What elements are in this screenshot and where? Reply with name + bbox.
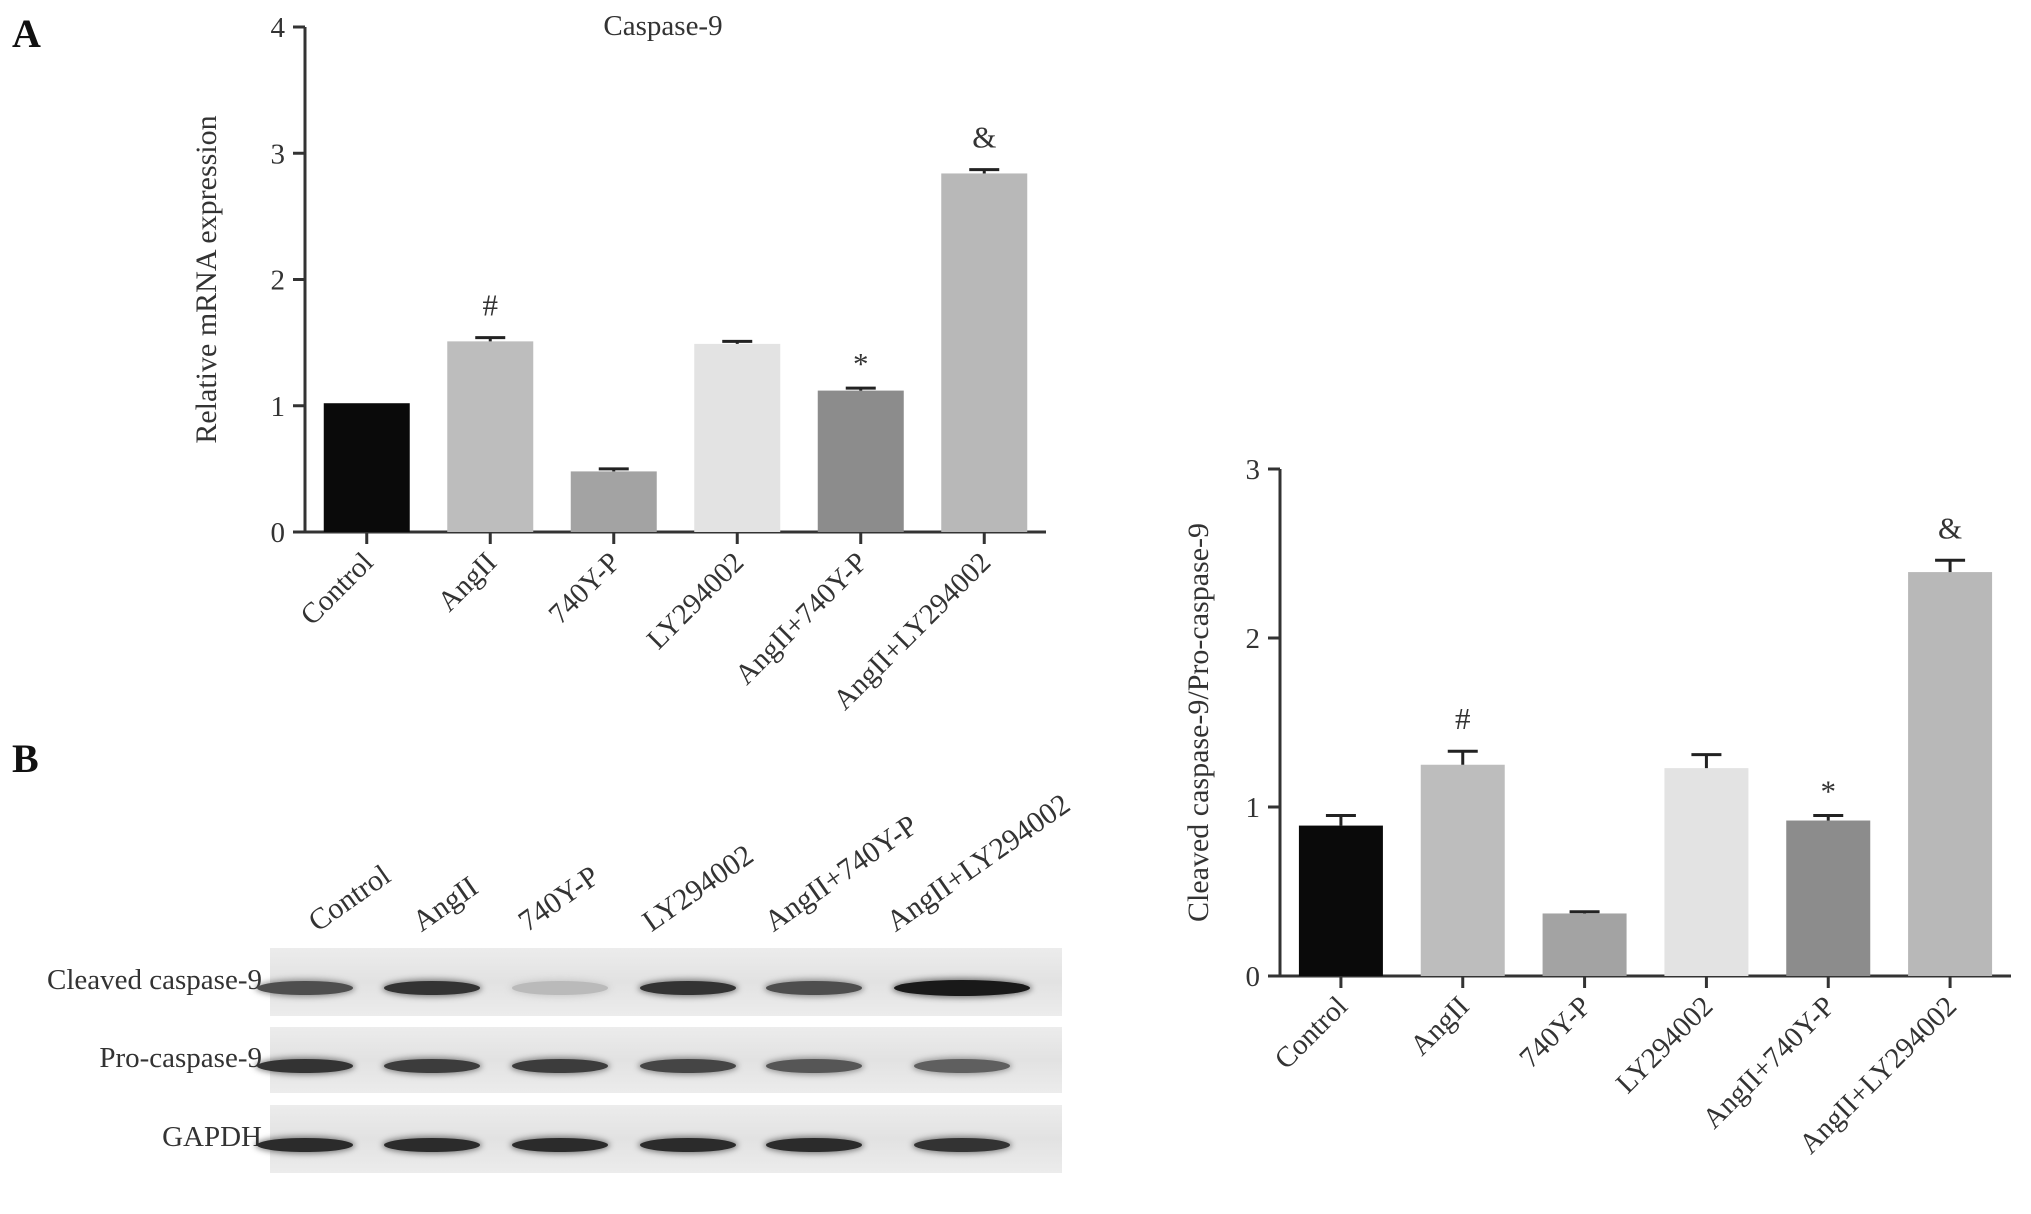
blot-band bbox=[384, 981, 480, 995]
blot-band bbox=[914, 1059, 1010, 1073]
y-tick-label: 0 bbox=[271, 517, 286, 549]
blot-band bbox=[640, 1059, 736, 1073]
blot-strip bbox=[257, 1027, 1062, 1093]
lane-label: AngII+LY294002 bbox=[880, 787, 1077, 939]
y-tick-label: 1 bbox=[1246, 792, 1261, 824]
x-tick-label: LY294002 bbox=[1610, 990, 1719, 1099]
significance-mark: & bbox=[972, 120, 996, 155]
blot-band bbox=[384, 1138, 480, 1152]
x-tick-label: Control bbox=[1269, 990, 1354, 1075]
significance-mark: & bbox=[1938, 510, 1962, 545]
x-tick-label: 740Y-P bbox=[1513, 990, 1597, 1074]
x-tick-label: AngII bbox=[1404, 990, 1476, 1062]
y-tick-label: 4 bbox=[271, 12, 286, 44]
bar-LY294002 bbox=[1664, 768, 1749, 976]
blot-band bbox=[914, 1138, 1010, 1152]
significance-mark: # bbox=[483, 288, 499, 323]
blot-strip bbox=[257, 948, 1062, 1016]
panel-label-a: A bbox=[12, 11, 41, 56]
y-tick-label: 3 bbox=[271, 138, 286, 170]
lane-label: LY294002 bbox=[636, 838, 760, 939]
bar-AngII+740Y-P bbox=[817, 390, 904, 532]
blot-strip bbox=[257, 1105, 1062, 1173]
blot-band bbox=[512, 1059, 608, 1073]
y-tick-label: 1 bbox=[271, 391, 286, 423]
y-axis-label: Cleaved caspase-9/Pro-caspase-9 bbox=[1182, 523, 1215, 922]
bar-AngII+740Y-P bbox=[1786, 820, 1871, 976]
bar-AngII bbox=[447, 341, 534, 532]
blot-band bbox=[257, 981, 353, 995]
blot-band bbox=[384, 1059, 480, 1073]
blot-band bbox=[894, 980, 1030, 996]
lane-label: 740Y-P bbox=[512, 859, 606, 939]
y-tick-label: 3 bbox=[1246, 454, 1261, 486]
bar-AngII bbox=[1420, 764, 1505, 976]
blot-band bbox=[512, 981, 608, 995]
blot-band bbox=[257, 1059, 353, 1073]
y-tick-label: 0 bbox=[1246, 961, 1261, 993]
bar-740Y-P bbox=[570, 471, 657, 532]
blot-band bbox=[257, 1138, 353, 1152]
bar-Control bbox=[1298, 825, 1383, 976]
y-tick-label: 2 bbox=[271, 265, 286, 297]
blot-band bbox=[640, 981, 736, 995]
blot-row-label: GAPDH bbox=[162, 1121, 262, 1153]
bar-AngII+LY294002 bbox=[1908, 572, 1993, 976]
bar-740Y-P bbox=[1542, 913, 1627, 976]
y-axis-label: Relative mRNA expression bbox=[190, 115, 223, 443]
significance-mark: * bbox=[853, 346, 869, 381]
blot-band bbox=[766, 1138, 862, 1152]
blot-row-label: Pro-caspase-9 bbox=[99, 1042, 262, 1074]
bar-AngII+LY294002 bbox=[941, 173, 1028, 532]
lane-label: Control bbox=[302, 858, 397, 939]
blot-band bbox=[766, 1059, 862, 1073]
y-tick-label: 2 bbox=[1246, 623, 1261, 655]
blot-band bbox=[766, 981, 862, 995]
panel-label-b: B bbox=[12, 736, 39, 781]
western-blot: Control AngII 740Y-P LY294002 AngII+740Y-P An… bbox=[47, 787, 1077, 1173]
chart-2: 0 1 2 3 Cleaved caspase-9/Pro-caspase-9 Contr… bbox=[1182, 454, 2011, 1160]
blot-band bbox=[640, 1138, 736, 1152]
significance-mark: # bbox=[1455, 701, 1471, 736]
lane-label: AngII bbox=[406, 870, 485, 939]
blot-row-label: Cleaved caspase-9 bbox=[47, 964, 262, 996]
bar-Control bbox=[323, 403, 410, 532]
blot-band bbox=[512, 1138, 608, 1152]
chart-title: Caspase-9 bbox=[603, 10, 722, 42]
bar-LY294002 bbox=[694, 343, 781, 532]
significance-mark: * bbox=[1821, 773, 1837, 808]
